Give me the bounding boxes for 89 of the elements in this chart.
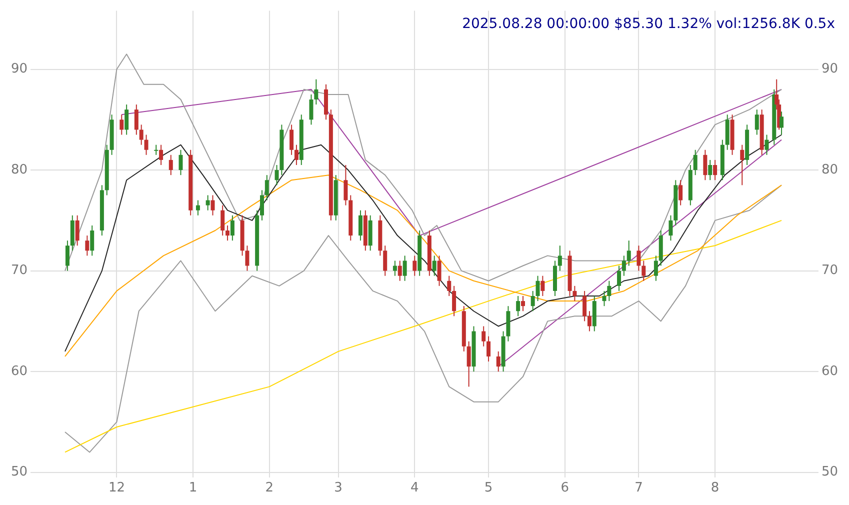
candlestick (713, 159, 718, 181)
x-tick-label: 2 (265, 480, 274, 496)
candlestick (344, 164, 348, 206)
candlestick (703, 149, 708, 181)
candlestick (740, 144, 744, 186)
x-tick-label: 8 (710, 480, 720, 496)
candlestick (496, 350, 500, 372)
y-tick-label: 60 (10, 364, 28, 379)
candlestick (482, 326, 486, 347)
candlestick (558, 245, 562, 272)
candlestick (120, 114, 124, 136)
chart-title: 2025.08.28 00:00:00 $85.30 1.32% vol:1256.8K 0.5x (462, 16, 835, 32)
candlestick (602, 290, 606, 307)
candlestick (626, 240, 631, 266)
candlestick (309, 94, 314, 126)
candlestick (412, 255, 417, 276)
candlestick (764, 134, 769, 156)
candlestick (708, 159, 712, 181)
candlestick (530, 290, 535, 312)
candlestick (210, 194, 215, 216)
candlestick (178, 149, 183, 176)
x-tick-label: 3 (334, 480, 342, 496)
candlestick (622, 255, 626, 276)
candlestick (754, 109, 759, 136)
candlestick (290, 124, 294, 156)
candlestick (294, 144, 298, 166)
candlestick (668, 214, 673, 242)
candlestick (196, 200, 200, 216)
y2-tick-label: 70 (821, 263, 838, 278)
candlestick (274, 164, 279, 186)
candlestick (452, 285, 456, 317)
candlestick (90, 224, 94, 256)
candlestick (402, 255, 407, 282)
candlestick (466, 340, 471, 388)
candlestick (572, 285, 577, 302)
candlestick (587, 310, 592, 332)
candlestick (486, 336, 491, 362)
candlestick (65, 240, 70, 272)
y2-tick-label: 80 (821, 162, 838, 178)
y-tick-label: 80 (10, 162, 28, 178)
candlestick (392, 260, 397, 276)
candlestick (159, 144, 164, 166)
candlestick (245, 245, 250, 272)
candlestick (693, 149, 698, 176)
candlestick (124, 104, 129, 136)
candlestick (85, 235, 90, 256)
candlestick (260, 190, 264, 221)
candlestick (432, 255, 436, 276)
candlestick (168, 154, 173, 176)
candlestick (636, 245, 641, 272)
candlestick (75, 214, 80, 246)
candlestick (607, 280, 612, 302)
y-tick-label: 70 (10, 263, 28, 278)
candlestick (358, 210, 362, 242)
candlestick (144, 134, 148, 156)
candlestick (264, 174, 269, 201)
candlestick (134, 104, 138, 136)
x-tick-label: 5 (484, 480, 493, 496)
candlestick (540, 275, 545, 296)
y2-tick-label: 60 (821, 364, 838, 379)
x-tick-label: 1 (188, 480, 198, 496)
candlestick (536, 275, 540, 302)
y-tick-label: 50 (10, 464, 28, 480)
candlestick (582, 290, 587, 322)
candlestick (437, 255, 442, 286)
candlestick (220, 204, 225, 236)
candlestick (447, 275, 452, 296)
x-tick-label: 7 (634, 480, 643, 496)
candlestick (780, 111, 784, 136)
candlestick (206, 194, 210, 211)
candlestick (226, 224, 230, 242)
y2-tick-label: 50 (821, 464, 838, 480)
candlestick (154, 144, 158, 156)
candlestick (230, 214, 234, 242)
y-tick-label: 90 (10, 62, 28, 77)
candlestick (678, 180, 683, 206)
x-tick-label: 4 (410, 480, 419, 496)
candlestick (642, 260, 646, 282)
candlestick (139, 124, 144, 146)
x-tick-label: 12 (108, 480, 125, 496)
y2-tick-label: 90 (821, 62, 838, 77)
x-tick-label: 6 (560, 480, 569, 496)
candlestick (398, 260, 402, 282)
candlestick (654, 255, 658, 282)
candlestick (617, 265, 622, 292)
candlestick (383, 245, 388, 276)
candlestick (314, 78, 318, 106)
candlestick (520, 296, 525, 312)
candlestick (516, 296, 520, 317)
